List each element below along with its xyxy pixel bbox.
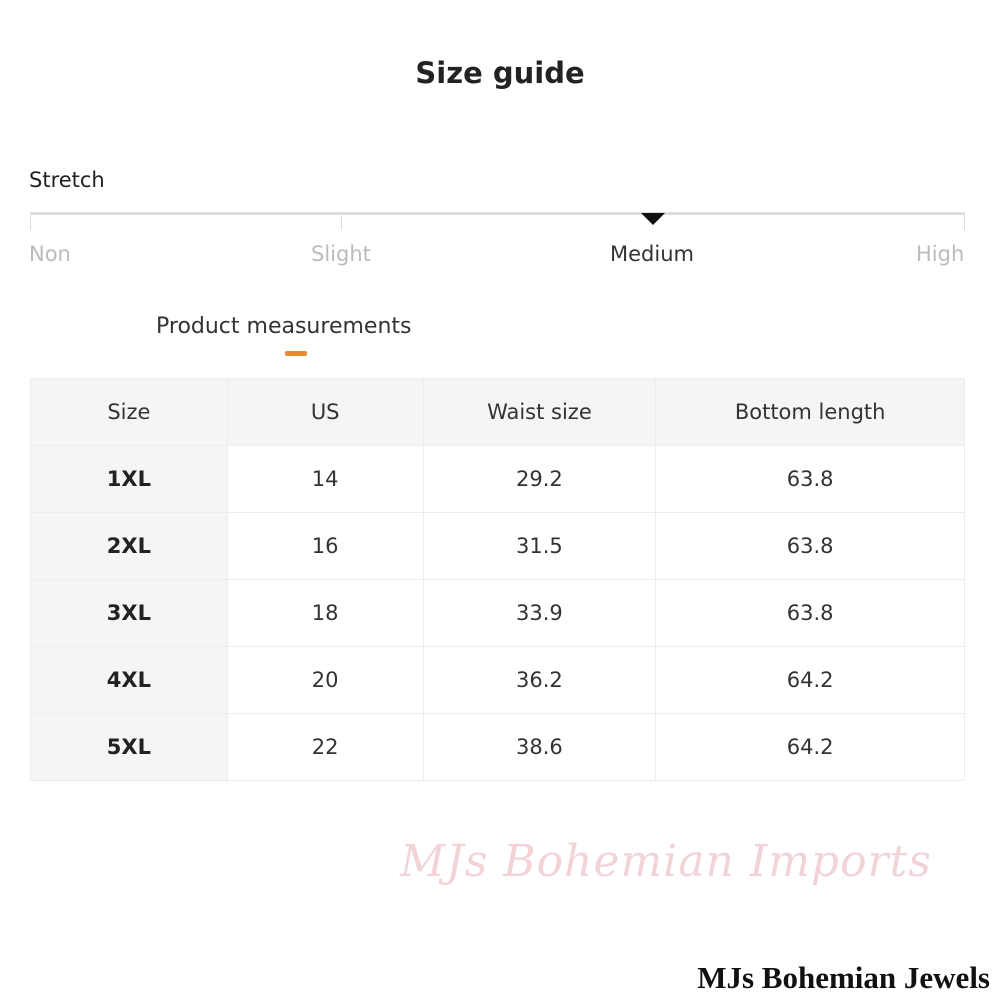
- cell-bottom-length: 64.2: [655, 713, 965, 781]
- brand-name: MJs Bohemian Jewels: [697, 960, 990, 995]
- cell-bottom-length: 63.8: [655, 445, 965, 513]
- cell-us: 16: [226, 512, 424, 580]
- active-tab-indicator: [285, 351, 307, 356]
- stretch-tick: [964, 214, 965, 230]
- table-header-row: Size US Waist size Bottom length: [30, 378, 965, 446]
- stretch-level-slight: Slight: [311, 242, 371, 266]
- stretch-scale-track: [30, 212, 965, 215]
- cell-bottom-length: 63.8: [655, 579, 965, 647]
- cell-size: 2XL: [30, 512, 228, 580]
- stretch-label: Stretch: [29, 168, 105, 192]
- cell-us: 20: [226, 646, 424, 714]
- table-row: 4XL 20 36.2 64.2: [30, 646, 965, 714]
- cell-bottom-length: 64.2: [655, 646, 965, 714]
- stretch-level-medium: Medium: [610, 242, 694, 266]
- cell-us: 18: [226, 579, 424, 647]
- cell-size: 3XL: [30, 579, 228, 647]
- cell-waist: 31.5: [422, 512, 657, 580]
- stretch-level-high: High: [916, 242, 965, 266]
- cell-size: 5XL: [30, 713, 228, 781]
- table-row: 3XL 18 33.9 63.8: [30, 579, 965, 647]
- size-table: Size US Waist size Bottom length 1XL 14 29…: [30, 378, 965, 781]
- page-title: Size guide: [415, 56, 585, 90]
- table-row: 5XL 22 38.6 64.2: [30, 713, 965, 781]
- stretch-tick: [341, 214, 342, 230]
- cell-waist: 38.6: [422, 713, 657, 781]
- cell-us: 14: [226, 445, 424, 513]
- tab-product-measurements[interactable]: Product measurements: [156, 314, 412, 339]
- header-bottom-length: Bottom length: [655, 378, 965, 446]
- cell-waist: 33.9: [422, 579, 657, 647]
- table-row: 2XL 16 31.5 63.8: [30, 512, 965, 580]
- stretch-marker-icon: [641, 213, 665, 225]
- table-row: 1XL 14 29.2 63.8: [30, 445, 965, 513]
- stretch-tick: [30, 214, 31, 230]
- cell-us: 22: [226, 713, 424, 781]
- cell-waist: 36.2: [422, 646, 657, 714]
- cell-size: 4XL: [30, 646, 228, 714]
- cell-size: 1XL: [30, 445, 228, 513]
- stretch-level-non: Non: [29, 242, 71, 266]
- cell-bottom-length: 63.8: [655, 512, 965, 580]
- cell-waist: 29.2: [422, 445, 657, 513]
- header-size: Size: [30, 378, 228, 446]
- header-us: US: [226, 378, 424, 446]
- watermark-logo: MJs Bohemian Imports: [400, 836, 932, 887]
- header-waist: Waist size: [422, 378, 657, 446]
